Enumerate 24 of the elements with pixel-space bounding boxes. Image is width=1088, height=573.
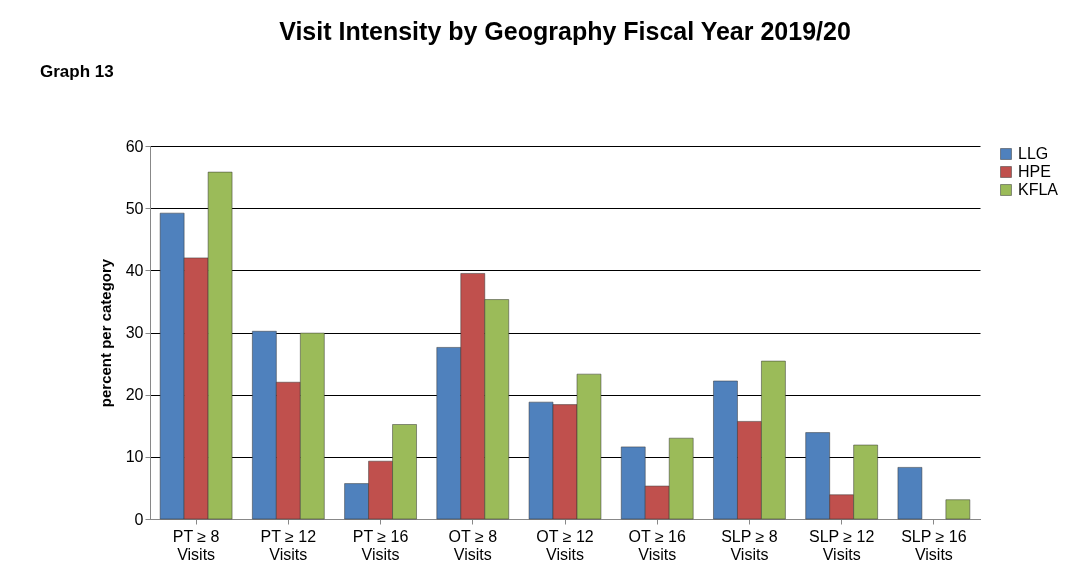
y-tick-label: 40 xyxy=(125,261,144,279)
caption: Graph 13 xyxy=(40,62,114,81)
y-tick-label: 10 xyxy=(125,448,144,466)
x-tick-label: OT ≥ 16 Visits xyxy=(628,527,687,563)
y-tick-label: 0 xyxy=(134,510,144,528)
bar xyxy=(945,499,971,520)
legend-label: HPE xyxy=(1018,163,1051,180)
chart-title: Visit Intensity by Geography Fiscal Year 2019/20 xyxy=(279,17,851,45)
x-tick-label: SLP ≥ 8 Visits xyxy=(721,527,778,563)
y-tick-label: 30 xyxy=(125,324,144,341)
y-axis-title: percent per category xyxy=(96,258,114,408)
x-tick-label: PT ≥ 16 Visits xyxy=(352,527,409,563)
x-tick-label: PT ≥ 12 Visits xyxy=(260,527,317,563)
legend-label: KFLA xyxy=(1018,181,1059,198)
x-tick-label: SLP ≥ 12 Visits xyxy=(808,527,875,563)
x-tick-label: OT ≥ 8 Visits xyxy=(448,527,498,563)
x-tick-label: PT ≥ 8 Visits xyxy=(172,527,220,563)
y-tick-label: 20 xyxy=(125,386,144,404)
x-tick-label: OT ≥ 12 Visits xyxy=(536,527,594,563)
y-tick-label: 60 xyxy=(125,137,144,155)
y-tick-label: 50 xyxy=(125,199,144,217)
bar xyxy=(897,467,923,520)
legend-label: LLG xyxy=(1018,145,1049,162)
x-tick-label: SLP ≥ 16 Visits xyxy=(901,527,967,563)
